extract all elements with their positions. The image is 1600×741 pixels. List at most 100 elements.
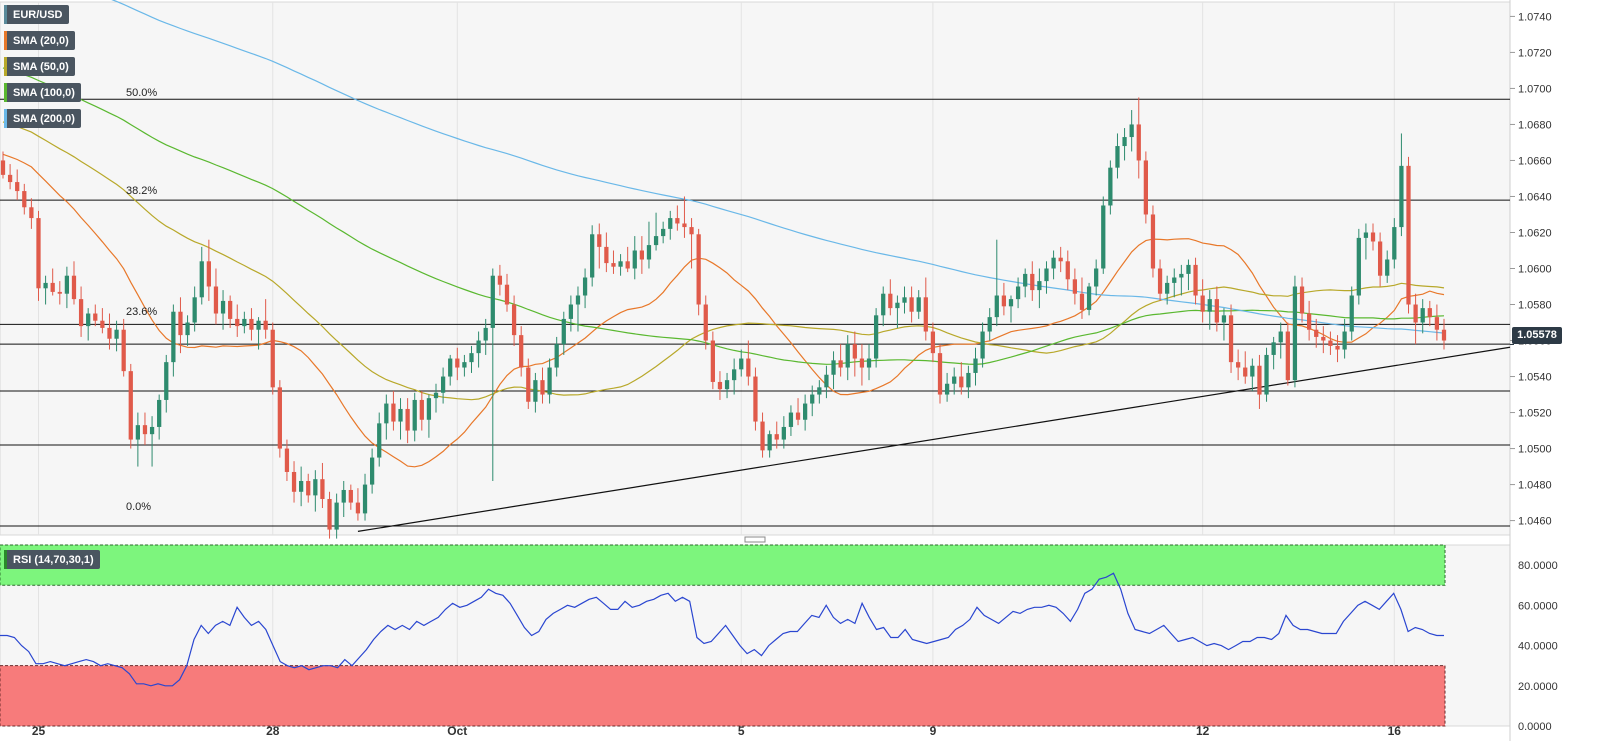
candle-body <box>632 250 637 269</box>
candle-body <box>909 297 914 312</box>
candle-body <box>760 421 765 451</box>
candle-body <box>249 318 254 330</box>
candle-body <box>43 282 48 289</box>
candle-body <box>1200 295 1205 312</box>
sma-50-line <box>2 121 1445 401</box>
candle-body <box>703 304 708 341</box>
sma200-label: SMA (200,0) <box>13 112 75 125</box>
candle-body <box>1427 308 1432 318</box>
candle-body <box>1285 331 1290 381</box>
candle-body <box>1165 282 1170 294</box>
candle-body <box>29 207 34 219</box>
y-tick-label: 1.0720 <box>1518 47 1552 59</box>
candle-body <box>1271 342 1276 355</box>
candle-body <box>852 344 857 359</box>
y-tick-label: 1.0660 <box>1518 155 1552 167</box>
candle-body <box>1094 268 1099 287</box>
candle-body <box>604 246 609 264</box>
y-tick-label: 1.0640 <box>1518 191 1552 203</box>
candle-body <box>753 376 758 422</box>
candle-body <box>597 234 602 247</box>
candle-body <box>206 261 211 287</box>
candle-body <box>86 313 91 327</box>
candle-body <box>1221 315 1227 323</box>
candle-body <box>455 358 460 368</box>
candle-body <box>433 392 439 399</box>
candle-body <box>1072 279 1078 294</box>
candle-body <box>646 245 652 260</box>
candle-body <box>1399 165 1404 228</box>
x-tick-label: 5 <box>738 724 745 738</box>
candle-body <box>1136 124 1141 161</box>
sma50-label: SMA (50,0) <box>13 60 69 73</box>
y-tick-label: 1.0740 <box>1518 11 1552 23</box>
symbol-badge[interactable]: EUR/USD <box>4 5 69 24</box>
candle-body <box>341 489 346 503</box>
candle-body <box>57 291 62 294</box>
candle-body <box>781 426 786 440</box>
candle-body <box>1179 273 1184 278</box>
x-tick-label: Oct <box>447 724 467 738</box>
candle-body <box>78 299 84 327</box>
candle-body <box>561 318 566 345</box>
candle-body <box>178 311 183 336</box>
sma100-label: SMA (100,0) <box>13 86 75 99</box>
candle-body <box>568 304 574 319</box>
candle-body <box>1037 281 1042 291</box>
candle-body <box>22 191 27 208</box>
candle-body <box>171 311 176 363</box>
candle-body <box>582 277 588 296</box>
candle-body <box>866 358 872 368</box>
candle-body <box>547 367 552 395</box>
candle-body <box>504 284 510 305</box>
candle-body <box>398 408 403 422</box>
rsi-y-tick-label: 20.0000 <box>1518 681 1558 693</box>
candle-body <box>774 434 779 440</box>
candle-body <box>987 317 992 332</box>
sma100-badge[interactable]: SMA (100,0) <box>4 83 81 102</box>
candle-body <box>1328 340 1333 346</box>
sma200-badge[interactable]: SMA (200,0) <box>4 109 81 128</box>
candle-body <box>653 236 659 246</box>
candle-body <box>270 329 275 388</box>
candle-body <box>313 479 318 496</box>
rsi-badge[interactable]: RSI (14,70,30,1) <box>4 550 100 569</box>
sma50-badge[interactable]: SMA (50,0) <box>4 57 75 76</box>
candle-body <box>320 479 325 499</box>
candle-body <box>36 218 41 289</box>
x-tick-label: 9 <box>930 724 937 738</box>
candle-body <box>1441 329 1447 341</box>
candle-body <box>1349 295 1354 332</box>
candle-body <box>334 502 339 530</box>
fib-label-23: 23.6% <box>126 306 158 318</box>
candle-body <box>213 286 219 314</box>
candle-body <box>682 223 687 228</box>
candle-body <box>107 327 112 339</box>
candle-body <box>1377 241 1383 276</box>
candle-body <box>1434 317 1440 330</box>
candle-body <box>7 174 13 183</box>
candle-body <box>1363 232 1369 238</box>
candle-body <box>1108 167 1113 206</box>
candle-body <box>15 182 20 192</box>
candle-body <box>391 403 396 422</box>
candle-body <box>717 381 723 390</box>
candle-body <box>540 380 545 395</box>
candle-body <box>1385 259 1390 276</box>
candle-body <box>895 302 900 309</box>
candle-body <box>810 394 815 404</box>
candle-body <box>881 293 886 316</box>
support-trendline <box>357 346 1511 532</box>
y-tick-label: 1.0580 <box>1518 300 1552 312</box>
candle-body <box>1413 304 1418 323</box>
candle-body <box>788 412 794 427</box>
sma20-badge[interactable]: SMA (20,0) <box>4 31 75 50</box>
candle-body <box>1193 264 1198 296</box>
candle-body <box>1122 137 1127 147</box>
y-tick-label: 1.0600 <box>1518 264 1552 276</box>
candle-body <box>1264 354 1269 395</box>
candle-body <box>817 387 822 395</box>
x-tick-label: 25 <box>32 724 46 738</box>
candle-body <box>554 344 559 368</box>
